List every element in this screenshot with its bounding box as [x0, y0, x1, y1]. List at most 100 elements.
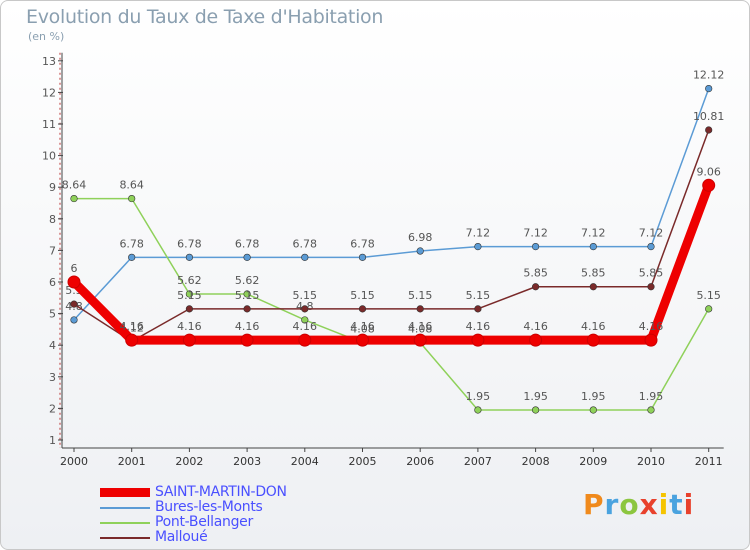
data-point [586, 333, 600, 347]
y-tick-label: 12 [42, 86, 56, 99]
x-tick-label: 2002 [175, 455, 203, 468]
data-label: 4.16 [350, 320, 375, 333]
legend-label: SAINT-MARTIN-DON [155, 484, 287, 500]
data-label: 7.12 [639, 227, 664, 240]
data-label: 1.95 [523, 390, 548, 403]
data-label: 5.85 [639, 267, 664, 280]
data-label: 4.16 [293, 320, 318, 333]
data-point [185, 305, 193, 313]
logo-letter: i [683, 488, 695, 521]
data-point [705, 85, 713, 93]
data-label: 9.06 [696, 165, 721, 178]
data-label: 5.15 [350, 289, 375, 302]
x-tick-label: 2010 [637, 455, 665, 468]
data-label: 6.78 [177, 237, 202, 250]
data-label: 5.15 [235, 289, 260, 302]
data-label: 5.15 [466, 289, 491, 302]
data-point [185, 253, 193, 261]
x-tick-label: 2006 [406, 455, 434, 468]
y-tick-label: 2 [49, 402, 56, 415]
data-point [67, 275, 81, 289]
data-point [416, 247, 424, 255]
chart-title: Evolution du Taux de Taxe d'Habitation [26, 6, 384, 28]
legend-label: Malloué [155, 529, 208, 545]
data-point [243, 253, 251, 261]
legend-label: Pont-Bellanger [155, 514, 253, 530]
data-label: 6.98 [408, 231, 433, 244]
data-label: 8.64 [62, 179, 87, 192]
data-label: 5.15 [408, 289, 433, 302]
legend-swatch [100, 522, 150, 524]
logo-letter: x [639, 488, 659, 521]
legend-swatch [100, 507, 150, 509]
data-point [589, 283, 597, 291]
data-point [474, 406, 482, 414]
x-tick-label: 2005 [349, 455, 377, 468]
legend-swatch [100, 537, 150, 539]
data-label: 5.15 [177, 289, 202, 302]
data-point [705, 305, 713, 313]
data-label: 5.15 [293, 289, 318, 302]
data-label: 5.85 [523, 267, 548, 280]
data-point [243, 305, 251, 313]
data-point [644, 333, 658, 347]
y-tick-label: 8 [49, 213, 56, 226]
logo-letter: P [583, 488, 605, 521]
data-point [301, 305, 309, 313]
data-label: 1.95 [639, 390, 664, 403]
data-label: 4.16 [177, 320, 202, 333]
x-tick-label: 2008 [522, 455, 550, 468]
data-point [70, 300, 78, 308]
data-point [647, 283, 655, 291]
data-point [301, 316, 309, 324]
data-point [298, 333, 312, 347]
data-label: 1.95 [581, 390, 606, 403]
data-label: 5.62 [235, 274, 260, 287]
y-tick-label: 1 [49, 434, 56, 447]
x-tick-label: 2004 [291, 455, 319, 468]
data-label: 6.78 [293, 237, 318, 250]
data-label: 5.15 [696, 289, 721, 302]
legend-label: Bures-les-Monts [155, 499, 263, 515]
data-label: 10.81 [693, 110, 725, 123]
data-label: 4.08 [408, 323, 433, 336]
data-label: 8.64 [119, 179, 144, 192]
series-line-bures-les-monts [73, 87, 710, 321]
y-tick-label: 3 [49, 371, 56, 384]
data-label: 4.16 [581, 320, 606, 333]
data-label: 4.16 [235, 320, 260, 333]
data-point [243, 290, 251, 298]
data-label: 4.16 [119, 320, 144, 333]
data-point [531, 243, 540, 251]
y-tick-label: 4 [49, 339, 56, 352]
data-point [70, 316, 78, 324]
data-point [589, 243, 597, 251]
data-point [647, 243, 655, 251]
data-point [240, 333, 254, 347]
data-point [125, 333, 139, 347]
data-point [182, 333, 196, 347]
logo-letter: r [604, 488, 620, 521]
legend-swatch [100, 488, 150, 497]
x-tick-label: 2009 [579, 455, 607, 468]
data-point [474, 243, 482, 251]
chart-subtitle: (en %) [28, 30, 65, 43]
data-point [529, 333, 543, 347]
data-point [358, 305, 367, 313]
data-label: 6.78 [235, 237, 260, 250]
data-point [471, 333, 485, 347]
data-point [128, 253, 136, 261]
proxiti-logo: Proxiti [583, 488, 694, 521]
data-label: 12.12 [693, 69, 725, 82]
data-label: 4.16 [523, 320, 548, 333]
data-label: 7.12 [581, 227, 606, 240]
data-point [185, 290, 193, 298]
logo-letter: t [669, 488, 684, 521]
x-tick-label: 2000 [60, 455, 88, 468]
data-label: 4.16 [408, 320, 433, 333]
data-point [531, 406, 540, 414]
data-point [301, 253, 309, 261]
data-label: 7.12 [523, 227, 548, 240]
